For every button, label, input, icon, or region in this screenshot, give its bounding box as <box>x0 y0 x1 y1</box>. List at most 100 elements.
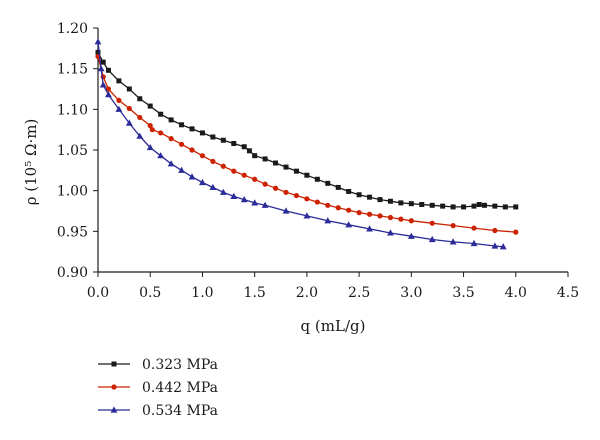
data-point <box>273 160 279 166</box>
data-point <box>377 213 383 219</box>
data-point <box>366 211 373 217</box>
data-point <box>105 67 111 73</box>
data-point <box>167 160 175 167</box>
data-point <box>246 148 252 154</box>
data-point <box>283 164 289 170</box>
data-point <box>470 239 478 247</box>
data-point <box>387 214 394 221</box>
data-point <box>168 117 174 123</box>
y-tick-label: 0.90 <box>57 265 88 281</box>
data-point <box>199 130 205 136</box>
series-line <box>97 52 516 208</box>
data-point <box>450 223 456 229</box>
data-point <box>199 178 206 186</box>
legend-item: 0.442 MPa <box>98 380 218 396</box>
data-point <box>116 78 122 84</box>
x-tick-label: 2.0 <box>296 285 318 301</box>
data-point <box>126 105 132 112</box>
data-point <box>304 172 310 178</box>
data-point <box>303 212 311 219</box>
data-point <box>407 232 415 239</box>
legend-label: 0.442 MPa <box>142 380 218 396</box>
data-point <box>325 202 331 208</box>
x-tick-label: 1.0 <box>191 285 213 301</box>
data-point <box>440 203 446 209</box>
data-point <box>398 216 404 222</box>
data-point <box>356 192 362 198</box>
data-point <box>429 202 435 208</box>
data-point <box>398 200 404 206</box>
data-point <box>262 156 268 162</box>
series-0-442-mpa <box>95 53 519 235</box>
data-point <box>366 225 373 232</box>
y-axis-title: ρ (10⁵ Ω·m) <box>22 119 40 206</box>
y-tick-label: 1.10 <box>57 102 88 118</box>
data-point <box>262 181 268 187</box>
data-point <box>149 127 155 133</box>
x-tick-label: 0.0 <box>87 285 109 301</box>
y-tick-label: 1.20 <box>57 21 88 37</box>
data-point <box>324 217 332 224</box>
data-point <box>408 201 414 207</box>
data-point <box>251 199 259 206</box>
data-point <box>428 235 436 243</box>
data-point <box>283 189 289 195</box>
data-point <box>513 204 519 210</box>
data-point <box>126 86 132 92</box>
data-point <box>178 141 185 147</box>
data-point <box>450 204 456 210</box>
data-point <box>230 192 238 199</box>
data-point <box>471 225 477 231</box>
data-point <box>471 203 477 209</box>
data-point <box>231 140 237 146</box>
data-point <box>231 168 237 174</box>
data-point <box>304 196 310 202</box>
data-point <box>137 96 143 102</box>
data-point <box>179 122 185 128</box>
data-point <box>240 196 248 203</box>
series-group <box>94 38 519 250</box>
data-point <box>157 152 165 159</box>
data-point <box>199 153 206 159</box>
data-point <box>97 65 105 72</box>
data-point <box>492 203 498 209</box>
data-point <box>188 173 196 180</box>
data-point <box>94 38 102 45</box>
data-point <box>99 81 107 88</box>
data-point <box>158 130 164 136</box>
legend-label: 0.323 MPa <box>142 357 218 373</box>
data-point <box>158 111 164 117</box>
data-point <box>502 204 508 210</box>
ticks: 0.0 0.5 1.0 1.5 2.0 2.5 3.0 3.5 4.0 4.5 0.90 0.95 1.… <box>57 21 579 301</box>
x-tick-label: 1.5 <box>244 285 266 301</box>
series-line <box>97 41 504 248</box>
data-point <box>356 210 362 216</box>
data-point <box>325 180 331 186</box>
data-point <box>492 227 498 234</box>
data-point <box>387 198 393 204</box>
data-point <box>261 201 269 208</box>
data-point <box>220 137 226 143</box>
data-point <box>513 229 519 235</box>
data-point <box>105 86 112 92</box>
data-point <box>137 114 143 121</box>
data-point <box>95 49 101 55</box>
data-point <box>209 183 217 191</box>
data-point <box>178 166 185 173</box>
data-point <box>125 119 133 126</box>
data-point <box>346 188 352 194</box>
data-point <box>499 243 507 250</box>
legend-label: 0.534 MPa <box>142 403 218 419</box>
data-point <box>241 144 247 150</box>
data-point <box>115 105 123 112</box>
x-axis-title: q (mL/g) <box>301 317 366 335</box>
data-point <box>168 136 174 142</box>
data-point <box>345 221 353 228</box>
data-point <box>189 126 195 132</box>
data-point <box>105 91 112 98</box>
x-tick-label: 4.0 <box>505 285 527 301</box>
data-point <box>408 218 414 224</box>
data-point <box>210 158 216 164</box>
legend-item: 0.323 MPa <box>98 357 218 373</box>
series-0-534-mpa <box>94 38 507 250</box>
